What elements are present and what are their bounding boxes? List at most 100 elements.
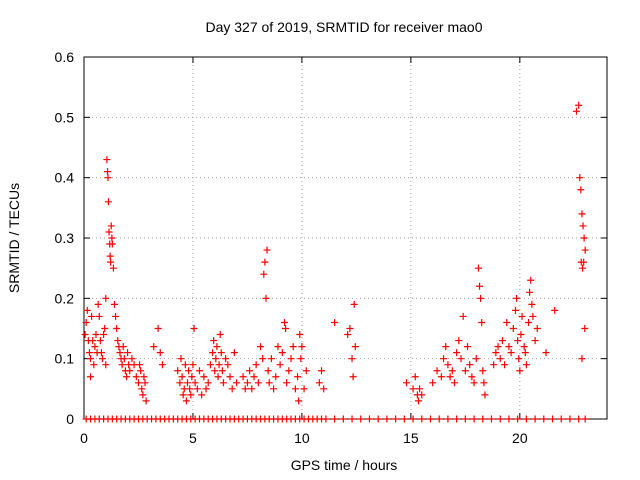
data-point (339, 415, 347, 423)
data-point (126, 367, 134, 375)
data-point (298, 343, 306, 351)
data-point (114, 337, 122, 345)
data-point (128, 355, 136, 363)
data-point (566, 415, 574, 423)
data-point (257, 343, 265, 351)
data-point (193, 385, 201, 393)
data-point (348, 355, 356, 363)
x-tick-label: 20 (512, 430, 528, 446)
data-point (578, 355, 586, 363)
data-point (477, 294, 485, 302)
data-point (444, 415, 452, 423)
data-point (520, 343, 528, 351)
data-point (470, 379, 478, 387)
data-point (156, 349, 164, 357)
data-point (403, 379, 411, 387)
data-point (320, 385, 328, 393)
data-point (295, 397, 303, 405)
data-point (300, 385, 308, 393)
data-point (263, 246, 271, 254)
data-point (440, 355, 448, 363)
data-point (230, 349, 238, 357)
y-tick-label: 0.4 (55, 170, 75, 186)
data-point (264, 367, 272, 375)
data-point (233, 379, 241, 387)
data-point (250, 373, 258, 381)
data-point (296, 331, 304, 339)
data-point (87, 355, 95, 363)
data-point (442, 343, 450, 351)
data-point (415, 397, 423, 405)
data-point (578, 210, 586, 218)
data-point (280, 318, 288, 326)
data-point (435, 415, 443, 423)
data-point (291, 385, 299, 393)
data-point (580, 258, 588, 266)
data-point (540, 415, 548, 423)
data-point (122, 373, 130, 381)
data-point (509, 325, 517, 332)
data-point (200, 373, 208, 381)
data-point (103, 156, 111, 164)
data-point (140, 373, 148, 381)
data-point (580, 234, 588, 242)
data-point (113, 325, 121, 332)
data-point (468, 373, 476, 381)
data-point (254, 379, 262, 387)
data-point (350, 300, 358, 308)
data-point (518, 312, 526, 320)
data-point (409, 415, 417, 423)
data-point (96, 337, 104, 345)
data-point (480, 379, 488, 387)
data-point (109, 264, 117, 272)
data-point (174, 367, 182, 375)
data-point (104, 168, 112, 176)
data-point (106, 252, 114, 260)
y-tick-label: 0.5 (55, 109, 75, 125)
data-point (490, 361, 498, 369)
data-point (294, 373, 302, 381)
data-point (579, 264, 587, 272)
data-point (453, 349, 461, 357)
data-point (418, 391, 426, 399)
data-point (542, 349, 550, 357)
data-point (522, 361, 530, 369)
data-point (260, 270, 268, 278)
data-point (218, 367, 226, 375)
data-point (577, 186, 585, 194)
data-point (82, 318, 90, 326)
data-point (120, 355, 128, 363)
data-point (243, 379, 251, 387)
data-point (219, 379, 227, 387)
data-point (195, 367, 203, 375)
data-point (374, 415, 382, 423)
data-point (228, 385, 236, 393)
data-point (429, 379, 437, 387)
data-point (252, 361, 260, 369)
data-point (581, 246, 589, 254)
data-point (213, 343, 221, 351)
x-tick-label: 10 (294, 430, 310, 446)
data-point (274, 343, 282, 351)
data-point (331, 415, 339, 423)
data-point (270, 385, 278, 393)
data-point (132, 373, 140, 381)
data-point (226, 373, 234, 381)
data-point (466, 361, 474, 369)
data-point (119, 343, 127, 351)
data-point (302, 367, 310, 375)
data-point (217, 349, 225, 357)
data-point (418, 415, 426, 423)
data-point (90, 361, 98, 369)
data-point (331, 318, 339, 326)
data-point (572, 107, 580, 115)
data-point (85, 349, 93, 357)
data-point (87, 373, 95, 381)
data-point (182, 397, 190, 405)
data-point (154, 325, 162, 332)
data-point (517, 331, 525, 339)
data-point (472, 355, 480, 363)
data-point (177, 355, 185, 363)
data-point (479, 367, 487, 375)
data-point (91, 343, 99, 351)
